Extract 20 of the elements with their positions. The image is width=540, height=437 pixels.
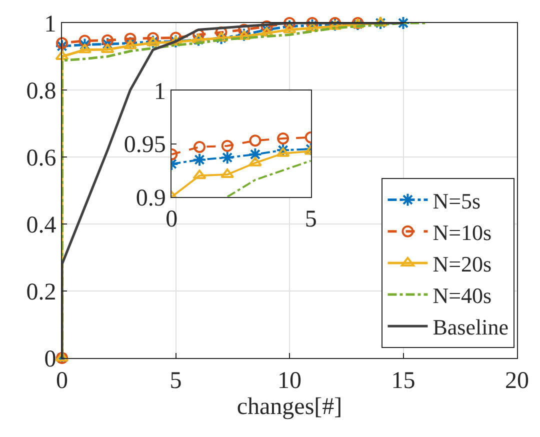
y-tick-label: 0.6 bbox=[26, 145, 56, 172]
x-axis-title: changes[#] bbox=[236, 394, 342, 420]
legend-label: N=40s bbox=[432, 283, 492, 308]
x-tick-label: 5 bbox=[304, 206, 317, 233]
y-tick-label: 0.95 bbox=[124, 132, 166, 158]
y-tick-label: 0.2 bbox=[26, 279, 56, 306]
x-tick-label: 5 bbox=[170, 368, 182, 394]
y-tick-label: 0 bbox=[44, 346, 56, 372]
x-tick-label: 20 bbox=[505, 368, 529, 394]
y-tick-label: 0.8 bbox=[26, 78, 56, 104]
y-tick-label: 0.9 bbox=[136, 185, 166, 212]
legend-label: N=20s bbox=[432, 252, 492, 277]
y-tick-label: 1 bbox=[154, 79, 166, 106]
x-tick-label: 15 bbox=[391, 368, 416, 394]
legend-label: N=10s bbox=[432, 220, 492, 245]
legend-label: Baseline bbox=[432, 314, 508, 340]
legend-label: N=5s bbox=[432, 188, 481, 214]
y-tick-label: 0.4 bbox=[26, 212, 56, 238]
y-tick-label: 1 bbox=[44, 11, 56, 38]
x-tick-label: 10 bbox=[278, 368, 302, 394]
